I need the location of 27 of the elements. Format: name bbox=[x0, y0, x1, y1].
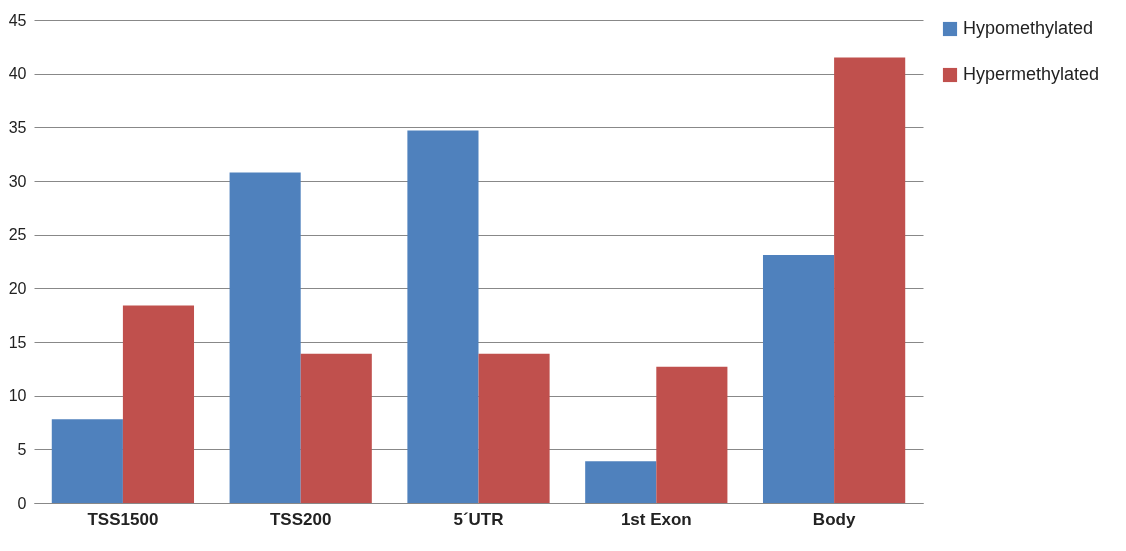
y-tick-label: 35 bbox=[8, 118, 27, 136]
bar bbox=[122, 305, 195, 503]
y-tick-label: 15 bbox=[8, 333, 27, 351]
x-tick-label: TSS200 bbox=[269, 509, 332, 529]
x-tick-label: 1st Exon bbox=[620, 509, 692, 529]
bar bbox=[51, 419, 123, 503]
bar bbox=[229, 172, 301, 503]
x-tick-label: 5´UTR bbox=[453, 509, 504, 529]
x-tick-label: TSS1500 bbox=[87, 509, 159, 529]
y-tick-label: 5 bbox=[17, 440, 27, 458]
bar bbox=[478, 353, 550, 503]
bar bbox=[656, 366, 728, 503]
x-tick-label: Body bbox=[812, 509, 856, 529]
y-tick-label: 20 bbox=[8, 279, 27, 297]
bar bbox=[407, 130, 479, 503]
bar bbox=[300, 353, 372, 503]
y-tick-label: 40 bbox=[8, 65, 27, 83]
y-tick-label: 0 bbox=[17, 494, 27, 512]
bar bbox=[834, 57, 906, 503]
bar bbox=[585, 461, 657, 503]
y-tick-label: 10 bbox=[8, 387, 27, 405]
y-tick-label: 25 bbox=[8, 226, 27, 244]
legend-label: Hypermethylated bbox=[963, 64, 1100, 84]
bar bbox=[762, 255, 835, 503]
y-tick-label: 45 bbox=[8, 11, 27, 29]
legend-label: Hypomethylated bbox=[963, 18, 1094, 38]
y-tick-label: 30 bbox=[8, 172, 27, 190]
